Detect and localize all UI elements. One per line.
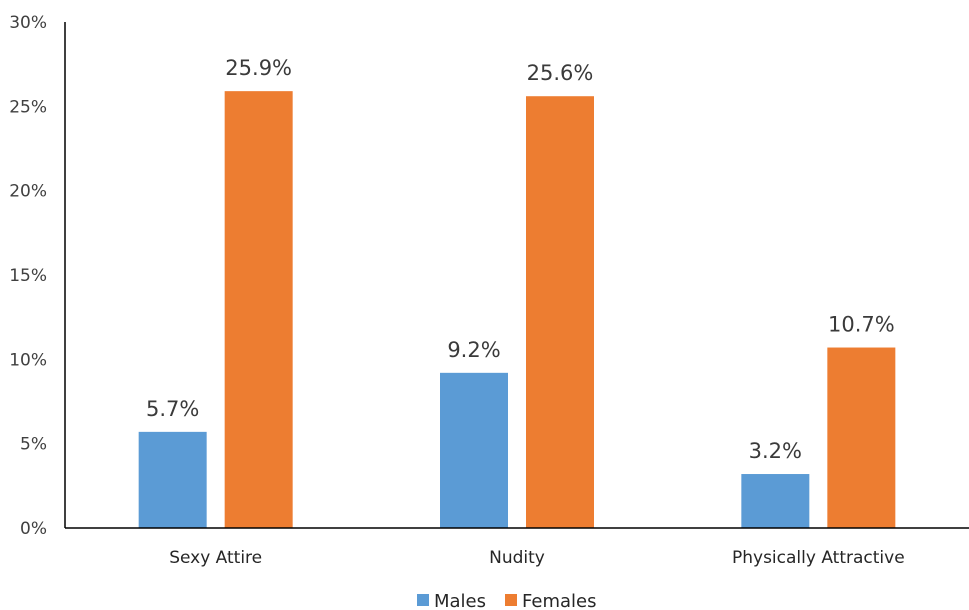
legend: Males Females bbox=[417, 591, 596, 610]
y-tick-label: 10% bbox=[9, 350, 47, 370]
bars bbox=[138, 91, 896, 529]
y-tick-label: 15% bbox=[9, 266, 47, 286]
x-axis-ticks: Sexy Attire Nudity Physically Attractive bbox=[169, 548, 904, 568]
legend-swatch-males bbox=[417, 594, 429, 606]
data-labels: 5.7% 25.9% 9.2% 25.6% 3.2% 10.7% bbox=[146, 56, 895, 463]
y-tick-label: 30% bbox=[9, 13, 47, 33]
data-label-females: 25.6% bbox=[527, 61, 594, 85]
y-axis-ticks: 0% 5% 10% 15% 20% 25% 30% bbox=[9, 13, 47, 539]
y-tick-label: 25% bbox=[9, 97, 47, 117]
y-tick-label: 0% bbox=[20, 519, 47, 539]
y-tick-label: 5% bbox=[20, 435, 47, 455]
bar-males-1 bbox=[440, 372, 508, 528]
bar-males-0 bbox=[138, 431, 207, 528]
bar-females-1 bbox=[526, 96, 594, 529]
x-tick-label: Nudity bbox=[489, 548, 545, 568]
data-label-females: 10.7% bbox=[828, 313, 895, 337]
x-tick-label: Physically Attractive bbox=[732, 548, 905, 568]
legend-label-females: Females bbox=[522, 591, 596, 610]
bar-females-0 bbox=[224, 91, 293, 529]
legend-swatch-females bbox=[505, 594, 517, 606]
x-tick-label: Sexy Attire bbox=[169, 548, 262, 568]
bar-males-2 bbox=[741, 474, 810, 528]
legend-label-males: Males bbox=[434, 591, 486, 610]
data-label-males: 3.2% bbox=[749, 439, 802, 463]
y-tick-label: 20% bbox=[9, 182, 47, 202]
data-label-males: 9.2% bbox=[447, 338, 500, 362]
data-label-males: 5.7% bbox=[146, 397, 199, 421]
bar-females-2 bbox=[827, 347, 896, 528]
data-label-females: 25.9% bbox=[225, 56, 292, 80]
